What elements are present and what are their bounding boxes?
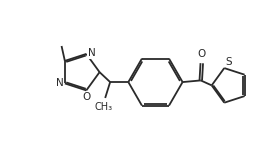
Text: O: O (82, 92, 91, 102)
Text: CH₃: CH₃ (94, 102, 112, 112)
Text: N: N (88, 48, 95, 58)
Text: N: N (56, 78, 63, 88)
Text: S: S (225, 57, 231, 67)
Text: O: O (198, 49, 206, 59)
